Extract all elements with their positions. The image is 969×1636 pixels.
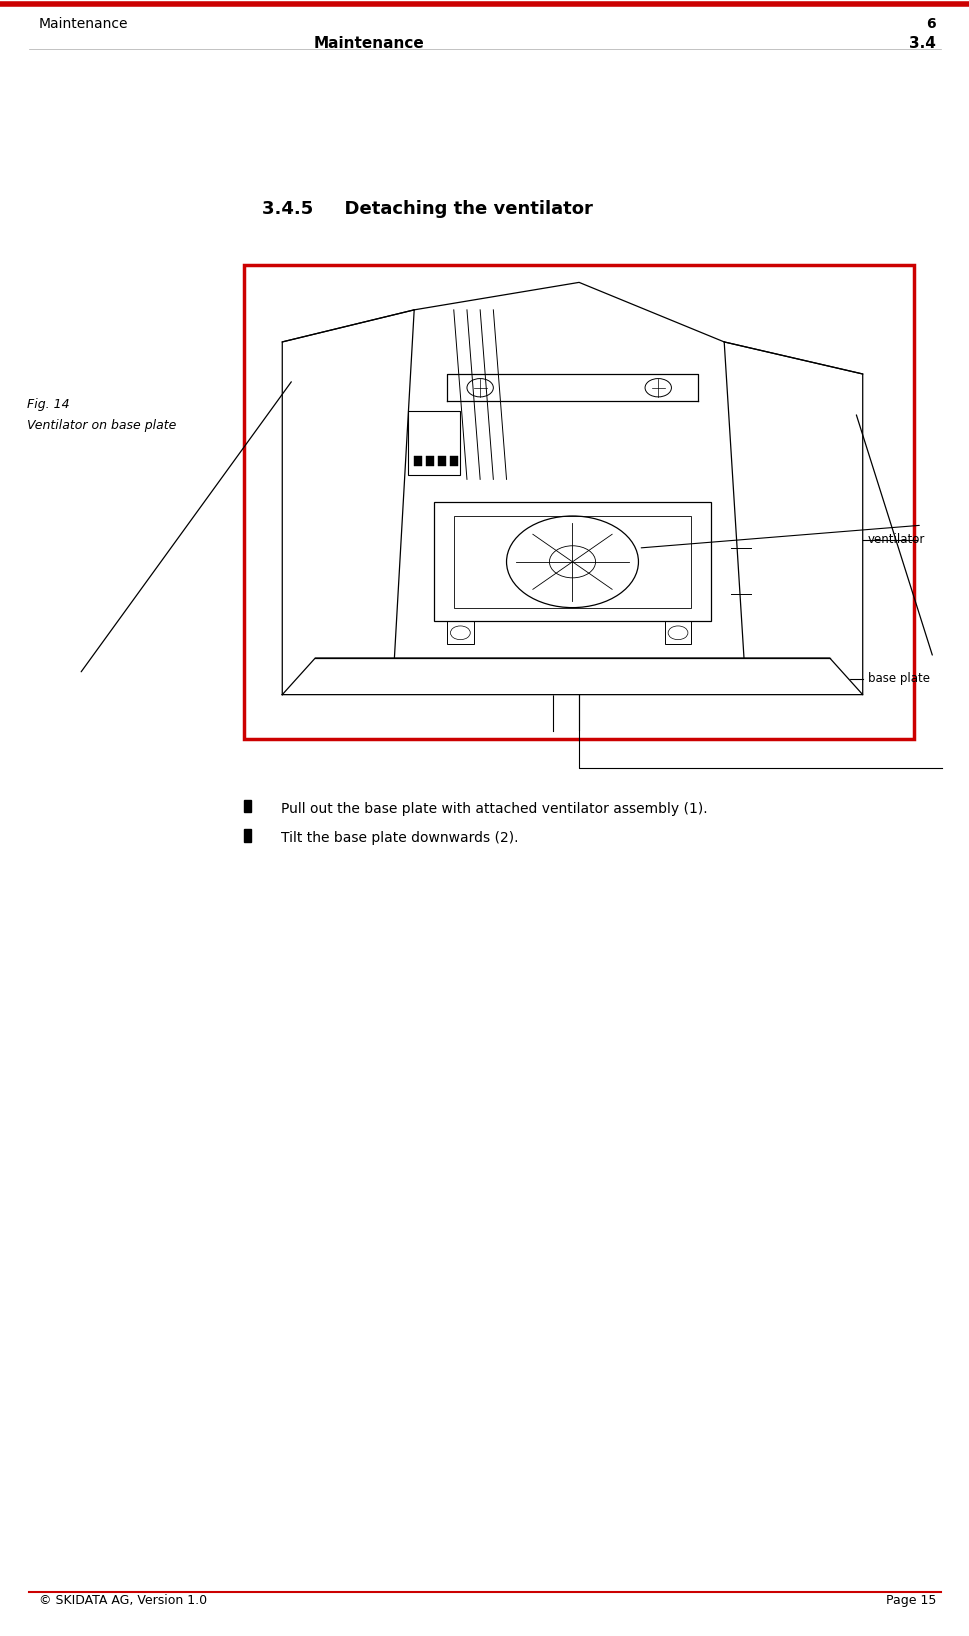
Text: ventilator: ventilator (867, 533, 924, 546)
Text: Tilt the base plate downwards (2).: Tilt the base plate downwards (2). (281, 831, 518, 846)
Bar (664, 622, 691, 645)
Bar (244, 265, 913, 739)
Text: © SKIDATA AG, Version 1.0: © SKIDATA AG, Version 1.0 (39, 1593, 206, 1607)
Polygon shape (282, 658, 861, 695)
Bar (407, 411, 460, 474)
Bar (437, 456, 446, 466)
Text: 6: 6 (925, 16, 935, 31)
Text: Ventilator on base plate: Ventilator on base plate (27, 419, 176, 432)
Text: Page 15: Page 15 (885, 1593, 935, 1607)
Bar (450, 456, 457, 466)
Text: Fig. 14: Fig. 14 (27, 398, 70, 411)
Text: 3.4.5     Detaching the ventilator: 3.4.5 Detaching the ventilator (262, 200, 592, 218)
Bar (433, 502, 710, 622)
Bar (244, 800, 250, 811)
Text: base plate: base plate (867, 672, 929, 685)
Bar (414, 456, 422, 466)
Bar (244, 829, 250, 841)
Bar (447, 622, 473, 645)
Text: Maintenance: Maintenance (39, 16, 128, 31)
Text: Pull out the base plate with attached ventilator assembly (1).: Pull out the base plate with attached ve… (281, 802, 707, 816)
Bar (453, 515, 691, 607)
Bar (425, 456, 433, 466)
Text: 3.4: 3.4 (908, 36, 935, 51)
Text: Maintenance: Maintenance (313, 36, 423, 51)
